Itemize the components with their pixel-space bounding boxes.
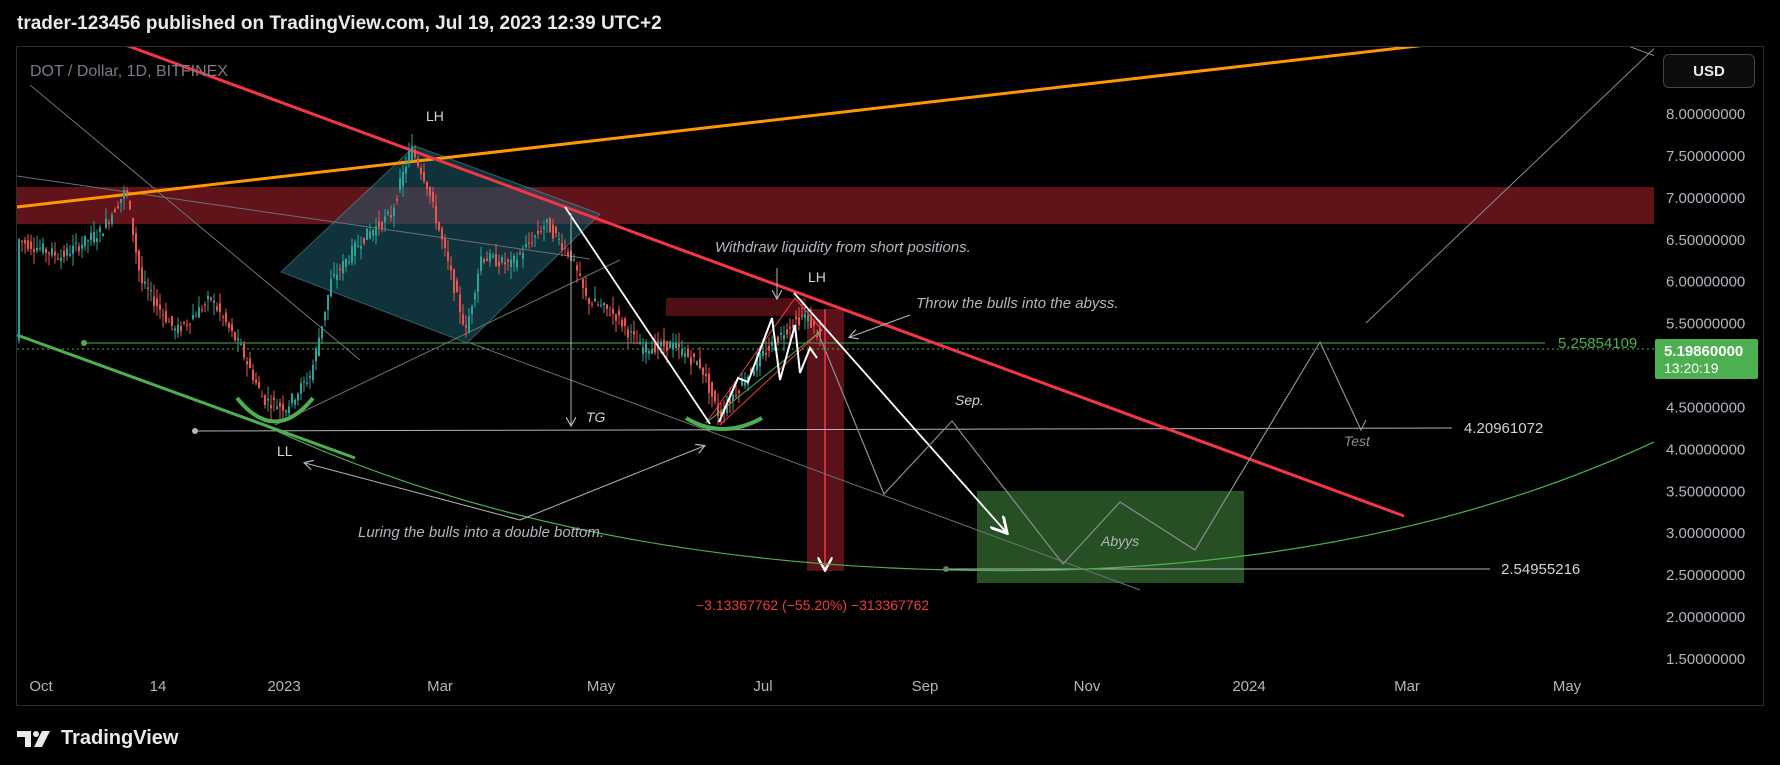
y-tick-label: 2.50000000 bbox=[1666, 567, 1745, 584]
y-tick-label: 3.00000000 bbox=[1666, 525, 1745, 542]
publish-header: trader-123456 published on TradingView.c… bbox=[0, 0, 1780, 46]
x-tick-label: Nov bbox=[1074, 678, 1101, 695]
x-tick-label: Oct bbox=[29, 678, 53, 695]
x-tick-label: Mar bbox=[427, 678, 453, 695]
x-tick-label: 2024 bbox=[1232, 678, 1265, 695]
x-tick-label: 14 bbox=[150, 678, 167, 695]
red-trendline bbox=[126, 47, 1405, 518]
x-tick-label: Jul bbox=[753, 678, 772, 695]
publish-line: trader-123456 published on TradingView.c… bbox=[17, 13, 662, 34]
y-tick-label: 7.50000000 bbox=[1666, 148, 1745, 165]
price-chart[interactable]: DOT / Dollar, 1D, BITFINEX LH LH LL TG S… bbox=[0, 0, 1780, 712]
diamond-pattern bbox=[280, 145, 601, 344]
y-tick-label: 6.00000000 bbox=[1666, 274, 1745, 291]
annotation-lh-2: LH bbox=[808, 269, 826, 285]
annotation-withdraw: Withdraw liquidity from short positions. bbox=[715, 239, 971, 256]
annotation-ll: LL bbox=[277, 443, 293, 459]
x-tick-label: May bbox=[1553, 678, 1582, 695]
y-tick-label: 4.00000000 bbox=[1666, 441, 1745, 458]
candles bbox=[18, 133, 821, 426]
x-tick-label: 2023 bbox=[267, 678, 300, 695]
y-tick-label: 4.50000000 bbox=[1666, 399, 1745, 416]
level-label-3: 2.54955216 bbox=[1501, 561, 1580, 578]
chart-frame[interactable] bbox=[16, 46, 1764, 706]
brand-text: TradingView bbox=[61, 727, 179, 749]
annotation-test: Test bbox=[1344, 433, 1371, 449]
y-tick-label: 6.50000000 bbox=[1666, 232, 1745, 249]
annotation-lh-1: LH bbox=[426, 108, 444, 124]
level-label-1: 5.25854109 bbox=[1558, 335, 1637, 352]
y-tick-label: 1.50000000 bbox=[1666, 651, 1745, 668]
current-price-value: 5.19860000 bbox=[1664, 343, 1743, 360]
y-tick-label: 2.00000000 bbox=[1666, 609, 1745, 626]
level-label-2: 4.20961072 bbox=[1464, 420, 1543, 437]
current-price-countdown: 13:20:19 bbox=[1664, 360, 1719, 376]
y-tick-label: 3.50000000 bbox=[1666, 483, 1745, 500]
annotation-tg: TG bbox=[586, 409, 606, 425]
currency-button[interactable]: USD bbox=[1663, 54, 1755, 88]
annotation-throw: Throw the bulls into the abyss. bbox=[916, 295, 1119, 312]
annotation-sep: Sep. bbox=[955, 392, 984, 408]
brand[interactable]: TradingView bbox=[17, 727, 178, 750]
footer-bar: TradingView bbox=[0, 712, 1780, 765]
y-tick-label: 5.50000000 bbox=[1666, 316, 1745, 333]
orange-trendline bbox=[17, 47, 1423, 209]
x-tick-label: Sep bbox=[912, 678, 939, 695]
y-axis[interactable]: 8.00000000 7.50000000 7.00000000 6.50000000… bbox=[1666, 106, 1745, 668]
annotation-luring: Luring the bulls into a double bottom. bbox=[358, 524, 604, 541]
annotation-measure: −3.13367762 (−55.20%) −313367762 bbox=[696, 597, 929, 613]
x-tick-label: Mar bbox=[1394, 678, 1420, 695]
annotation-abyys: Abyys bbox=[1100, 533, 1139, 549]
resistance-zone bbox=[17, 187, 1654, 224]
y-tick-label: 8.00000000 bbox=[1666, 106, 1745, 123]
annotation-symbol: DOT / Dollar, 1D, BITFINEX bbox=[30, 63, 228, 80]
x-tick-label: May bbox=[587, 678, 616, 695]
y-tick-label: 7.00000000 bbox=[1666, 190, 1745, 207]
current-price-badge bbox=[1655, 339, 1758, 379]
x-axis[interactable]: Oct 14 2023 Mar May Jul Sep Nov 2024 Mar May bbox=[29, 678, 1581, 695]
tradingview-logo-icon bbox=[17, 730, 50, 747]
